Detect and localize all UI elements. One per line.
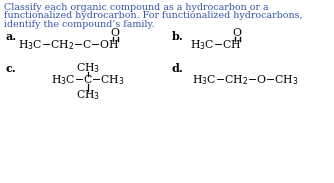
Text: H$_3$C$-$C$-$CH$_3$: H$_3$C$-$C$-$CH$_3$ bbox=[51, 73, 125, 87]
Text: d.: d. bbox=[172, 63, 184, 74]
Text: identify the compound’s family.: identify the compound’s family. bbox=[4, 20, 155, 29]
Text: c.: c. bbox=[5, 63, 16, 74]
Text: CH$_3$: CH$_3$ bbox=[76, 61, 100, 75]
Text: a.: a. bbox=[5, 31, 16, 42]
Text: O: O bbox=[111, 28, 120, 38]
Text: functionalized hydrocarbon. For functionalized hydrocarbons,: functionalized hydrocarbon. For function… bbox=[4, 12, 303, 20]
Text: H$_3$C$-$CH$_2$$-$C$-$OH: H$_3$C$-$CH$_2$$-$C$-$OH bbox=[18, 38, 120, 52]
Text: Classify each organic compound as a hydrocarbon or a: Classify each organic compound as a hydr… bbox=[4, 3, 269, 12]
Text: CH$_3$: CH$_3$ bbox=[76, 88, 100, 102]
Text: H$_3$C$-$CH$_2$$-$O$-$CH$_3$: H$_3$C$-$CH$_2$$-$O$-$CH$_3$ bbox=[192, 73, 299, 87]
Text: O: O bbox=[232, 28, 241, 38]
Text: b.: b. bbox=[172, 31, 184, 42]
Text: H$_3$C$-$CH: H$_3$C$-$CH bbox=[190, 38, 241, 52]
